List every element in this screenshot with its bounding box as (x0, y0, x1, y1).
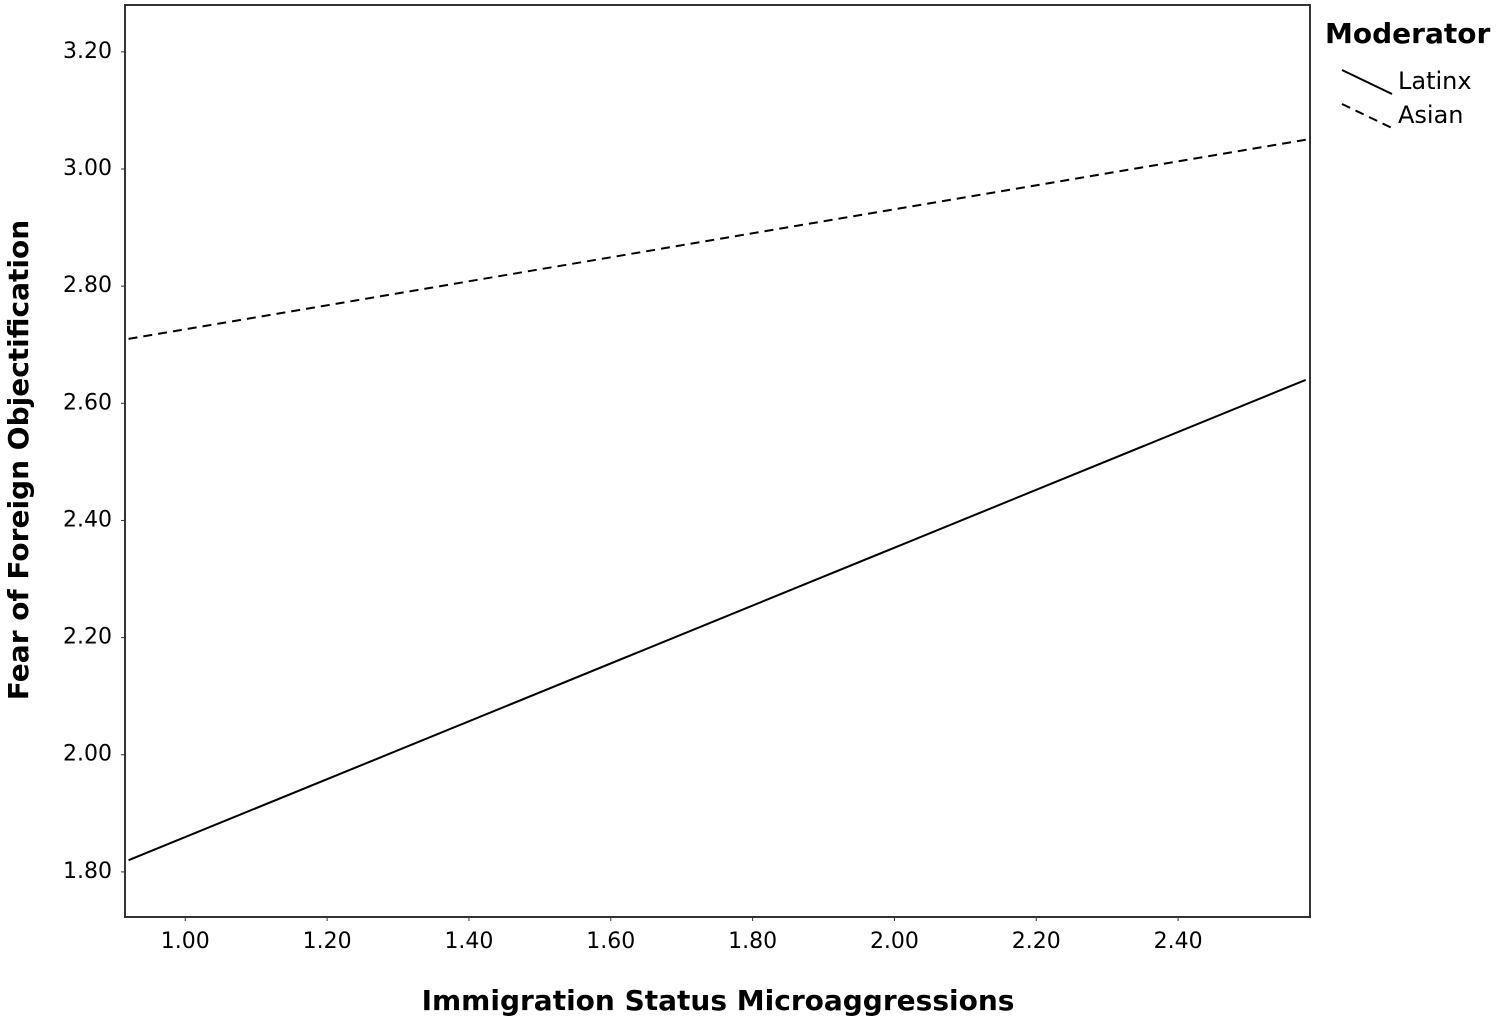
series-line (128, 138, 1306, 340)
plot-frame (124, 4, 1311, 918)
y-tick-label: 2.20 (63, 625, 112, 650)
y-tick-label: 1.80 (63, 859, 112, 884)
legend-title: Moderator (1325, 17, 1490, 50)
legend-swatch (1341, 103, 1393, 129)
x-tick-label: 2.40 (1154, 929, 1203, 954)
x-tick-label: 1.40 (444, 929, 493, 954)
y-tick-label: 3.20 (63, 39, 112, 64)
x-tick-label: 1.80 (728, 929, 777, 954)
y-tick-label: 2.60 (63, 390, 112, 415)
legend-label: Asian (1398, 101, 1464, 129)
x-tick-label: 2.20 (1012, 929, 1061, 954)
x-tick-label: 2.00 (870, 929, 919, 954)
y-axis-title: Fear of Foreign Objectification (2, 220, 35, 700)
x-tick-label: 1.20 (303, 929, 352, 954)
y-tick-label: 2.40 (63, 507, 112, 532)
x-tick-label: 1.00 (161, 929, 210, 954)
y-tick-label: 2.80 (63, 273, 112, 298)
x-axis-title: Immigration Status Microaggressions (422, 984, 1015, 1017)
y-tick-label: 3.00 (63, 156, 112, 181)
y-tick-label: 2.00 (63, 742, 112, 767)
series-line (128, 378, 1307, 862)
legend-swatch (1341, 69, 1393, 95)
x-tick-label: 1.60 (586, 929, 635, 954)
legend-label: Latinx (1398, 67, 1472, 95)
